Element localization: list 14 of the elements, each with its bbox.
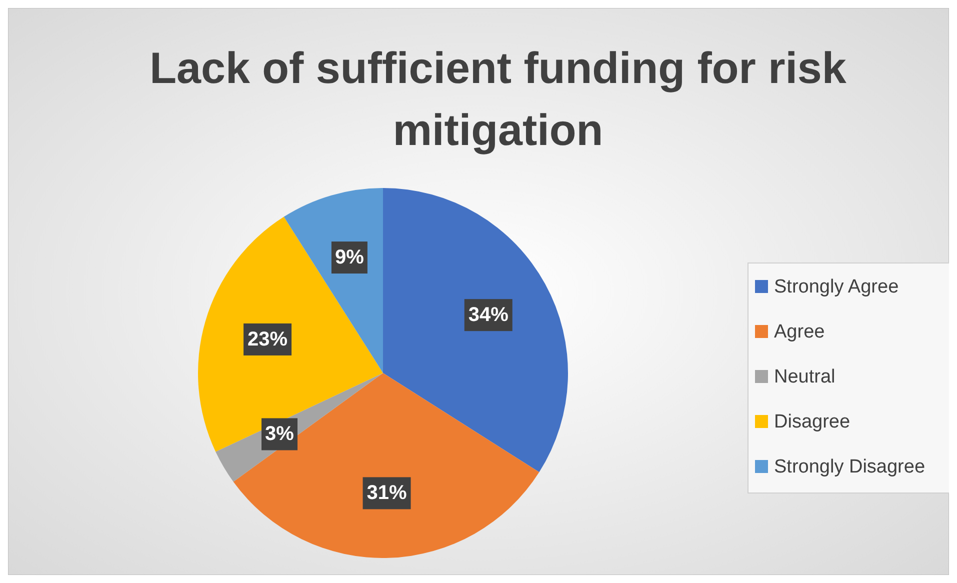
legend-label: Strongly Agree bbox=[774, 276, 899, 298]
pie-slice bbox=[198, 216, 383, 452]
chart-title: Lack of sufficient funding for risk mitigation bbox=[150, 44, 847, 155]
data-label: 23% bbox=[248, 328, 288, 350]
data-label: 34% bbox=[468, 304, 509, 326]
data-label: 9% bbox=[335, 246, 364, 269]
legend-label: Disagree bbox=[774, 412, 850, 432]
data-label: 31% bbox=[366, 482, 408, 504]
pie-slice bbox=[233, 373, 540, 558]
legend-label: Strongly Disagree bbox=[774, 456, 926, 478]
legend-label: Agree bbox=[774, 322, 825, 342]
pie-slice bbox=[383, 188, 568, 472]
legend-label: Neutral bbox=[774, 366, 836, 388]
data-label: 3% bbox=[265, 423, 294, 446]
